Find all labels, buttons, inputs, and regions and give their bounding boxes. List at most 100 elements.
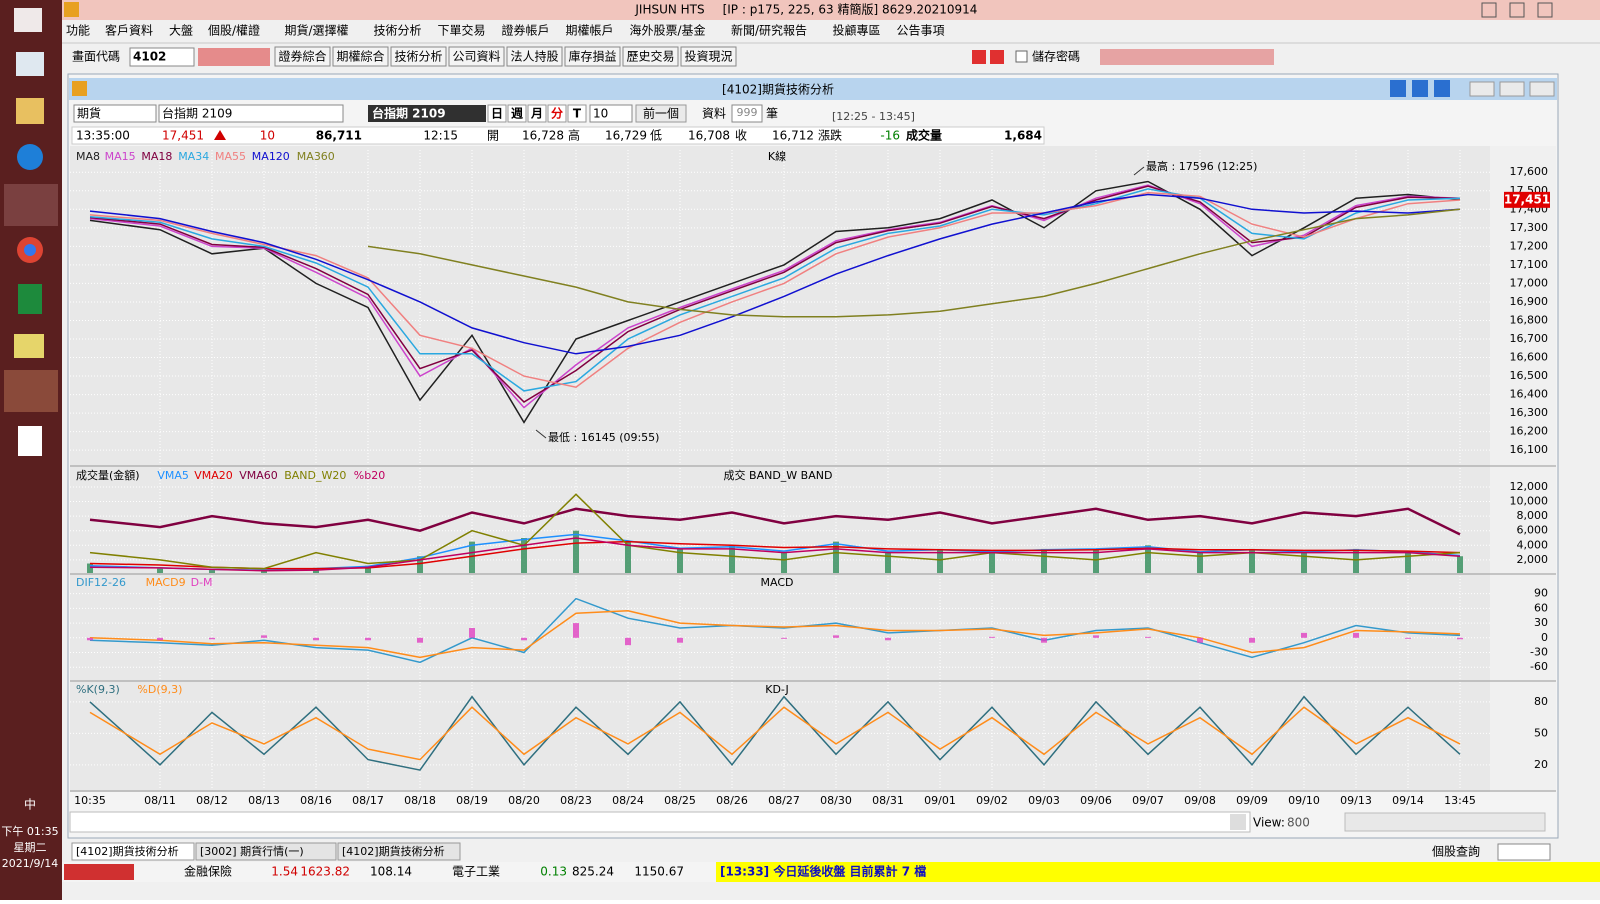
menu-item[interactable]: 公告事項 — [897, 24, 945, 38]
period-label[interactable]: 週 — [511, 106, 523, 121]
x-tick-label: 08/20 — [508, 794, 540, 807]
period-button[interactable] — [527, 104, 547, 123]
window-tool[interactable] — [1390, 80, 1406, 97]
toolbar-button-label[interactable]: 期權綜合 — [336, 49, 384, 64]
app-icon[interactable] — [16, 98, 44, 124]
period-button[interactable] — [567, 104, 587, 123]
clock-time[interactable]: 下午 01:35 — [1, 825, 58, 838]
market-select[interactable] — [73, 104, 157, 123]
contract-select[interactable] — [158, 104, 344, 123]
scrollbar[interactable] — [69, 811, 1251, 833]
menu-item[interactable]: 個股/權證 — [208, 23, 260, 38]
window-tool[interactable] — [1412, 80, 1428, 97]
toolbar-button[interactable] — [622, 46, 679, 67]
series-line — [89, 493, 1461, 570]
tab-label[interactable]: [4102]期貨技術分析 — [76, 844, 179, 858]
menu-item[interactable]: 客戶資料 — [105, 23, 153, 38]
toolbar-button[interactable] — [564, 46, 621, 67]
save-password-label[interactable]: 儲存密碼 — [1032, 49, 1080, 64]
menu-item[interactable]: 海外股票/基金 — [630, 23, 706, 38]
period-label[interactable]: 分 — [551, 106, 563, 121]
ticker-item: 電子工業 — [452, 865, 500, 879]
menu-item[interactable]: 功能 — [66, 24, 90, 38]
app-icon-active[interactable] — [4, 370, 58, 412]
window-close[interactable] — [1529, 81, 1555, 97]
toolbar-button-label[interactable]: 公司資料 — [452, 50, 500, 64]
tab[interactable] — [195, 842, 337, 861]
toolbar-button-label[interactable]: 技術分析 — [394, 50, 442, 64]
period-button[interactable] — [547, 104, 567, 123]
y-tick-label: 16,400 — [1510, 388, 1549, 401]
app-icon[interactable] — [14, 334, 44, 358]
window-maximize[interactable] — [1499, 81, 1525, 97]
toolbar-button-label[interactable]: 歷史交易 — [626, 49, 674, 64]
quote-close: 16,712 — [772, 129, 814, 143]
menu-item[interactable]: 技術分析 — [374, 24, 422, 38]
code-value[interactable]: 4102 — [133, 50, 166, 64]
save-password-checkbox[interactable] — [1015, 50, 1028, 63]
close-button[interactable] — [1537, 2, 1553, 18]
menu-item[interactable]: 期權帳戶 — [566, 24, 614, 38]
quote-chg: -16 — [880, 129, 900, 143]
prev-button[interactable] — [635, 104, 687, 123]
interval-select[interactable] — [589, 104, 633, 123]
prev-label[interactable]: 前一個 — [643, 106, 679, 121]
tool-icons[interactable] — [198, 48, 270, 66]
x-tick-label: 08/31 — [872, 794, 904, 807]
toolbar-button[interactable] — [390, 46, 447, 67]
view-value[interactable]: 800 — [1287, 816, 1310, 830]
toolbar-button[interactable] — [680, 46, 737, 67]
data-count[interactable]: 999 — [737, 106, 758, 119]
app-icon[interactable] — [16, 52, 44, 76]
toolbar-button[interactable] — [274, 46, 331, 67]
app-icon[interactable] — [18, 426, 42, 456]
toolbar-button-label[interactable]: 投資現況 — [684, 49, 732, 64]
app-icon[interactable] — [18, 284, 42, 314]
period-label[interactable]: 日 — [491, 107, 503, 121]
tool-icon[interactable] — [990, 50, 1004, 64]
period-button[interactable] — [507, 104, 527, 123]
menu-item[interactable]: 大盤 — [169, 24, 193, 38]
period-label[interactable]: 月 — [530, 107, 543, 121]
tab[interactable] — [337, 842, 461, 861]
help-button[interactable] — [1434, 80, 1450, 97]
start-button[interactable] — [14, 8, 42, 32]
toolbar-button-label[interactable]: 法人持股 — [510, 49, 558, 64]
app-icon[interactable] — [17, 144, 43, 170]
tool-icon[interactable] — [972, 50, 986, 64]
contract[interactable]: 台指期 2109 — [162, 106, 232, 121]
minimize-button[interactable] — [1481, 2, 1497, 18]
window-minimize[interactable] — [1469, 81, 1495, 97]
period-button[interactable] — [487, 104, 507, 123]
search-input[interactable] — [1497, 843, 1551, 861]
tool-icons[interactable] — [1100, 49, 1274, 65]
menu-item[interactable]: 證券帳戶 — [502, 23, 550, 38]
chart-tools[interactable] — [1344, 812, 1546, 832]
x-tick-label: 08/25 — [664, 794, 696, 807]
menu-item[interactable]: 期貨/選擇權 — [285, 23, 349, 38]
toolbar-button[interactable] — [448, 46, 505, 67]
code-input[interactable] — [129, 47, 195, 67]
ime-indicator[interactable]: 中 — [24, 797, 36, 812]
menu-item[interactable]: 投顧專區 — [833, 23, 881, 38]
period-label[interactable]: T — [573, 107, 582, 121]
scroll-thumb[interactable] — [1230, 814, 1246, 830]
tab-label[interactable]: [3002] 期貨行情(一) — [200, 844, 304, 858]
legend-entry: MA15 — [105, 150, 136, 163]
tab-label[interactable]: [4102]期貨技術分析 — [342, 844, 445, 858]
menu-item[interactable]: 新聞/研究報告 — [731, 23, 807, 38]
toolbar-button[interactable] — [506, 46, 563, 67]
tab[interactable] — [71, 842, 195, 861]
toolbar-button-label[interactable]: 證券綜合 — [278, 49, 326, 64]
bar — [469, 628, 475, 638]
menu-item[interactable]: 下單交易 — [438, 23, 486, 38]
data-count-input[interactable] — [731, 104, 763, 123]
interval[interactable]: 10 — [593, 107, 608, 121]
app-icon-active[interactable] — [4, 184, 58, 226]
toolbar-button-label[interactable]: 庫存損益 — [568, 49, 616, 64]
market[interactable]: 期貨 — [77, 106, 101, 121]
maximize-button[interactable] — [1509, 2, 1525, 18]
toolbar-button[interactable] — [332, 46, 389, 67]
ticker-buttons[interactable] — [64, 864, 134, 880]
quote-change: 10 — [260, 129, 275, 143]
